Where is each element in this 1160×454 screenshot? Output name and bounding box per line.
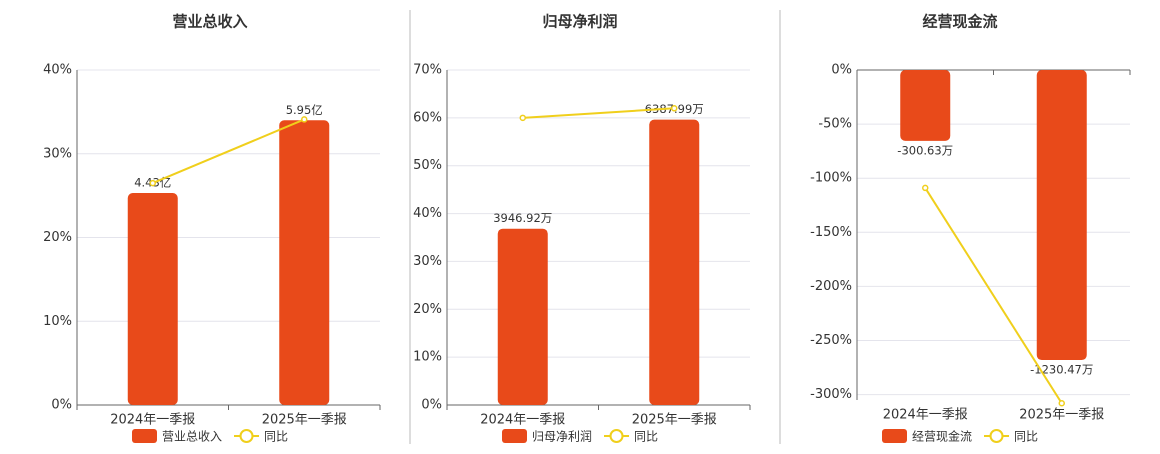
line-series [152,118,305,184]
y-tick-label: 0% [421,398,442,413]
legend-swatch [132,429,157,443]
legend-swatch [239,429,254,443]
bar [279,120,330,405]
legend-swatch [609,429,624,443]
bar [900,70,951,141]
legend-label: 归母净利润 [532,430,592,444]
line-series [924,187,1063,404]
x-tick-label: 2025年一季报 [1019,408,1104,423]
chart-title: 经营现金流 [922,13,997,31]
bar [1036,70,1087,361]
x-tick-label: 2024年一季报 [110,413,195,428]
bar [497,228,548,405]
x-tick-label: 2024年一季报 [480,413,565,428]
y-tick-label: 0% [831,63,852,78]
y-tick-label: 0% [51,398,72,413]
y-tick-label: -300% [810,387,852,402]
value-label: 5.95亿 [286,103,323,117]
chart-title: 营业总收入 [172,13,247,31]
line-point [671,105,678,112]
line-point [301,116,308,123]
bar [127,192,178,405]
x-tick-label: 2025年一季报 [632,413,717,428]
value-label: -300.63万 [897,143,953,157]
y-tick-label: 60% [413,110,442,125]
value-label: 3946.92万 [493,211,552,225]
line-point [922,184,929,192]
y-tick-label: 10% [43,314,72,329]
y-tick-label: 50% [413,158,442,173]
y-tick-label: -50% [818,117,852,132]
line-point [519,114,526,122]
y-tick-label: -200% [810,279,852,294]
y-tick-label: 70% [413,63,442,78]
legend-swatch [502,429,527,443]
y-tick-label: -250% [810,333,852,348]
y-tick-label: -100% [810,171,852,186]
y-tick-label: 30% [413,254,442,269]
bar [649,119,700,406]
y-tick-label: 40% [413,206,442,221]
legend-label: 同比 [634,430,658,444]
y-tick-label: 20% [413,302,442,317]
x-tick-label: 2024年一季报 [883,408,968,423]
legend-swatch [882,429,907,443]
legend-label: 同比 [264,430,288,444]
line-point [1058,399,1065,407]
y-tick-label: 40% [43,63,72,78]
y-tick-label: 20% [43,230,72,245]
line-series [522,107,675,119]
legend-label: 同比 [1014,430,1038,444]
chart-title: 归母净利润 [542,13,617,31]
legend-swatch [989,429,1004,443]
x-tick-label: 2025年一季报 [262,413,347,428]
line-point [149,179,156,187]
value-label: -1230.47万 [1030,363,1093,377]
legend-label: 营业总收入 [162,430,222,444]
y-tick-label: -150% [810,225,852,240]
y-tick-label: 10% [413,350,442,365]
legend-label: 经营现金流 [912,429,972,444]
y-tick-label: 30% [43,146,72,161]
